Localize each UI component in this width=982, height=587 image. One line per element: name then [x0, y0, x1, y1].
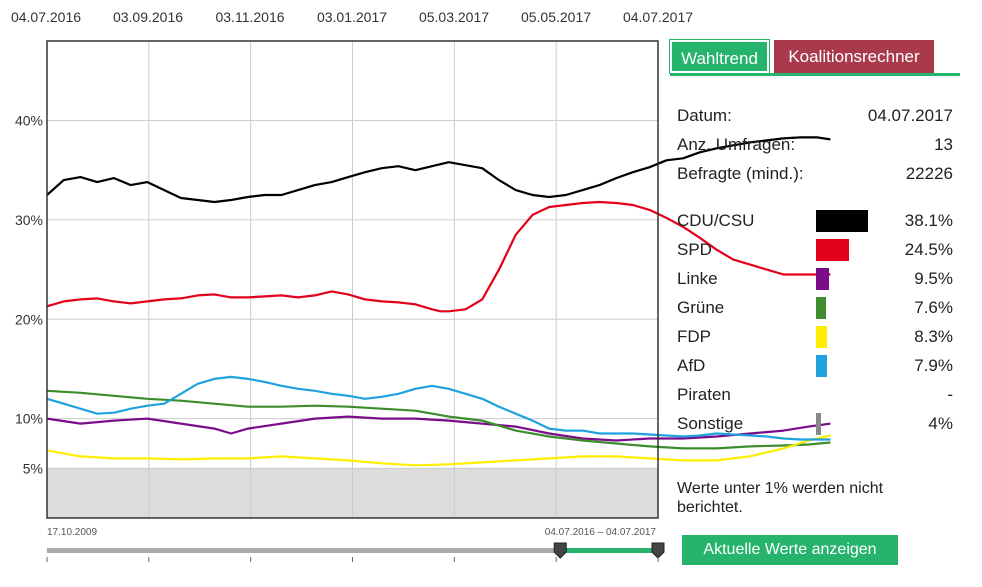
party-bar — [816, 326, 828, 348]
x-axis-ticks: 04.07.2016 03.09.2016 03.11.2016 03.01.2017… — [11, 9, 693, 25]
series-line-linke — [46, 415, 831, 442]
party-name: AfD — [677, 356, 706, 375]
polls-value: 13 — [934, 135, 953, 154]
date-label: Datum: — [677, 106, 732, 125]
slider-start-label: 17.10.2009 — [47, 527, 97, 538]
party-name: FDP — [677, 327, 711, 346]
party-value: 4% — [928, 414, 953, 433]
party-value: 7.9% — [914, 356, 953, 375]
y-tick-label: 20% — [15, 311, 43, 327]
show-current-values-button[interactable]: Aktuelle Werte anzeigen — [682, 535, 898, 565]
info-respondents: Befragte (mind.): 22226 — [677, 162, 953, 186]
party-name: Sonstige — [677, 414, 744, 433]
party-value: - — [947, 385, 953, 404]
x-tick-label: 03.01.2017 — [317, 9, 387, 25]
party-value: 24.5% — [904, 240, 953, 259]
party-bar — [816, 268, 829, 290]
x-tick-label: 03.09.2016 — [113, 9, 183, 25]
party-value: 7.6% — [914, 298, 953, 317]
series-line-afd — [46, 375, 831, 441]
party-row: CDU/CSU 38.1% — [677, 208, 953, 234]
series-line-gr-ne — [46, 389, 831, 450]
party-row: Linke 9.5% — [677, 266, 953, 292]
party-name: SPD — [677, 240, 712, 259]
party-row: AfD 7.9% — [677, 353, 953, 379]
series-line-spd — [46, 200, 831, 313]
party-bar — [816, 210, 868, 232]
party-name: CDU/CSU — [677, 211, 755, 230]
party-bar — [816, 413, 822, 435]
x-tick-label: 04.07.2016 — [11, 9, 81, 25]
series-line-cdu-csu — [46, 136, 831, 204]
respondents-value: 22226 — [905, 164, 953, 183]
series-layer — [46, 136, 831, 467]
x-tick-label: 04.07.2017 — [623, 9, 693, 25]
range-slider[interactable]: 17.10.2009 04.07.2016 – 04.07.2017 — [46, 527, 665, 562]
y-axis-ticks: 40% 30% 20% 10% 5% — [15, 113, 43, 477]
tab-underline — [670, 73, 960, 76]
slider-range-label: 04.07.2016 – 04.07.2017 — [545, 527, 657, 538]
y-tick-label: 40% — [15, 113, 43, 129]
slider-handle-start[interactable] — [553, 542, 567, 559]
threshold-note: Werte unter 1% werden nicht berichtet. — [677, 480, 884, 516]
party-bar — [816, 355, 827, 377]
party-row: Sonstige 4% — [677, 411, 953, 437]
y-tick-label: 10% — [15, 411, 43, 427]
party-value: 9.5% — [914, 269, 953, 288]
tab-wahltrend[interactable]: Wahltrend — [669, 39, 770, 74]
party-bar — [816, 297, 827, 319]
party-row: SPD 24.5% — [677, 237, 953, 263]
x-tick-label: 03.11.2016 — [215, 9, 284, 25]
polls-label: Anz. Umfragen: — [677, 135, 796, 154]
party-row: Piraten - — [677, 382, 953, 408]
party-value: 38.1% — [904, 211, 953, 230]
party-bar — [816, 239, 850, 261]
y-tick-label: 5% — [23, 460, 43, 476]
grid — [47, 41, 658, 518]
y-tick-label: 30% — [15, 212, 43, 228]
x-tick-label: 05.05.2017 — [521, 9, 591, 25]
respondents-label: Befragte (mind.): — [677, 164, 804, 183]
party-name: Piraten — [677, 385, 731, 404]
slider-handle-end[interactable] — [651, 542, 665, 559]
party-row: FDP 8.3% — [677, 324, 953, 350]
plot-frame — [46, 40, 659, 519]
tab-koalitionsrechner[interactable]: Koalitionsrechner — [774, 40, 934, 73]
party-name: Grüne — [677, 298, 725, 317]
series-line-fdp — [46, 434, 831, 467]
party-value: 8.3% — [914, 327, 953, 346]
party-name: Linke — [677, 269, 718, 288]
slider-track[interactable] — [47, 548, 658, 553]
info-polls: Anz. Umfragen: 13 — [677, 133, 953, 157]
date-value: 04.07.2017 — [867, 106, 953, 125]
info-date: Datum: 04.07.2017 — [677, 104, 953, 128]
party-row: Grüne 7.6% — [677, 295, 953, 321]
slider-selection[interactable] — [560, 548, 658, 553]
x-tick-label: 05.03.2017 — [419, 9, 489, 25]
